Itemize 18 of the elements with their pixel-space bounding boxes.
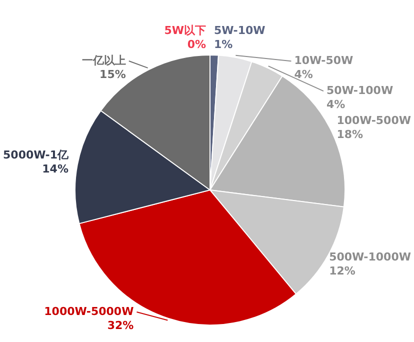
slice-label: 50W-100W [326, 84, 394, 98]
slice-label: 500W-1000W [329, 250, 411, 264]
data-label: 14% [42, 162, 68, 176]
slice-label: 5000W-1亿 [3, 148, 70, 162]
category-label: 5W以下 [164, 24, 206, 37]
data-label: 1% [214, 38, 233, 52]
data-label: 18% [336, 128, 364, 142]
data-label: 12% [329, 264, 356, 278]
data-label: 4% [294, 68, 313, 82]
data-label: 15% [100, 68, 126, 81]
slice-label: 1000W-5000W [44, 305, 134, 318]
data-label: 4% [326, 98, 346, 112]
slice-label: 5W-10W [214, 24, 266, 38]
slice-label: 10W-50W [294, 54, 354, 68]
slice-label: 100W-500W [336, 114, 411, 128]
text: 0% [187, 38, 206, 51]
slice-label: 一亿以上 [82, 54, 126, 67]
data-label: 32% [107, 319, 134, 332]
